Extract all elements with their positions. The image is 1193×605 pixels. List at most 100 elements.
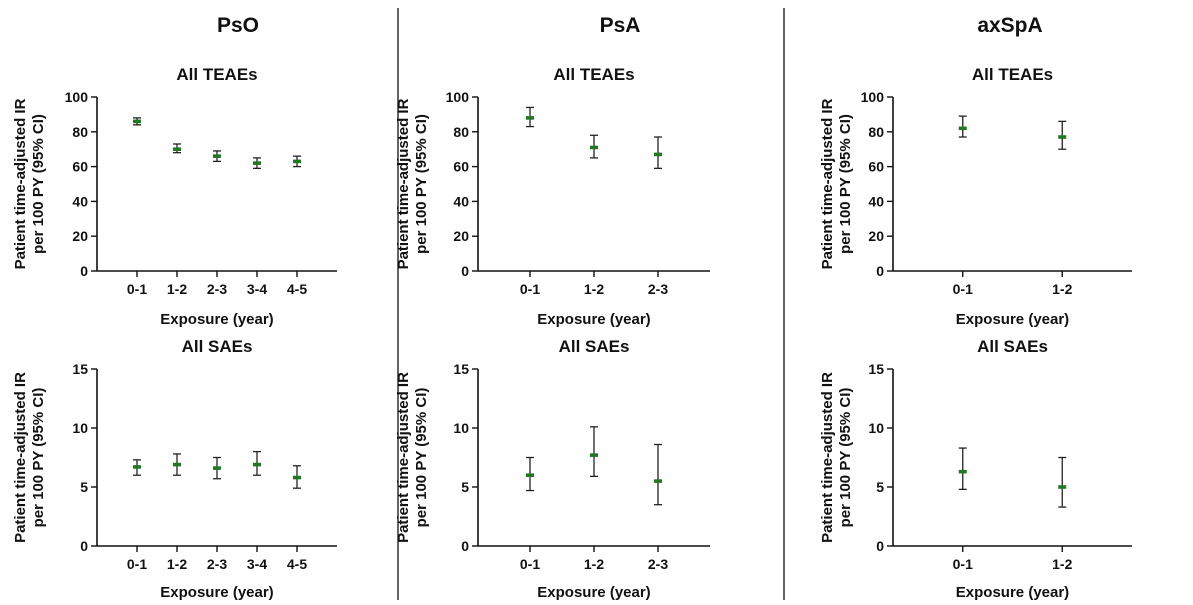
x-tick-label: 0-1: [520, 556, 540, 572]
y-tick-label: 5: [461, 479, 469, 495]
x-tick-label: 2-3: [648, 281, 668, 297]
y-tick-label: 0: [876, 263, 884, 279]
x-tick-label: 0-1: [520, 281, 540, 297]
data-point: [173, 462, 181, 467]
y-tick-label: 80: [453, 124, 469, 140]
panel-title: All TEAEs: [972, 65, 1053, 84]
chart-panel-1: PsO All TEAEs 0 20 40 60 80 100 0-1 1-2 2-3 3-4 4-5 E…: [12, 14, 337, 328]
y-axis-label-line: Patient time-adjusted IR: [395, 98, 412, 269]
y-axis-label: Patient time-adjusted IRper 100 PY (95% …: [12, 98, 47, 269]
y-axis-label-line: Patient time-adjusted IR: [819, 372, 836, 543]
y-tick-label: 0: [461, 538, 469, 554]
y-axis-label-line: per 100 PY (95% CI): [413, 388, 430, 528]
data-point: [654, 479, 662, 483]
x-tick-label: 3-4: [247, 556, 267, 572]
x-tick-label: 0-1: [953, 556, 973, 572]
column-title: PsA: [600, 14, 641, 37]
x-axis-label: Exposure (year): [160, 584, 273, 601]
x-tick-label: 1-2: [584, 556, 604, 572]
x-tick-label: 2-3: [648, 556, 668, 572]
chart-panel-3: axSpA All TEAEs 0 20 40 60 80 100 0-1 1-2 Exposure…: [819, 14, 1132, 328]
y-axis-label-line: Patient time-adjusted IR: [395, 372, 412, 543]
data-point: [133, 465, 141, 469]
y-tick-label: 60: [868, 159, 884, 175]
y-axis-label: Patient time-adjusted IRper 100 PY (95% …: [395, 98, 430, 269]
data-point: [173, 147, 181, 151]
x-tick-label: 2-3: [207, 556, 227, 572]
x-tick-label: 4-5: [287, 281, 307, 297]
column-title: axSpA: [977, 14, 1042, 37]
y-axis-label-line: per 100 PY (95% CI): [837, 114, 854, 254]
y-tick-label: 5: [80, 479, 88, 495]
y-tick-label: 20: [868, 228, 884, 244]
y-tick-label: 5: [876, 479, 884, 495]
x-tick-label: 1-2: [1052, 556, 1072, 572]
y-tick-label: 60: [72, 159, 88, 175]
y-axis-label-line: Patient time-adjusted IR: [12, 372, 29, 543]
x-axis-label: Exposure (year): [160, 311, 273, 328]
x-tick-label: 0-1: [127, 556, 147, 572]
chart-panel-4: All SAEs 0 5 10 15 0-1 1-2 2-3 3-4 4-5 Exposure (y…: [12, 337, 337, 601]
x-tick-label: 3-4: [247, 281, 267, 297]
y-tick-label: 40: [453, 193, 469, 209]
x-axis-label: Exposure (year): [956, 311, 1069, 328]
panel-title: All SAEs: [977, 337, 1048, 356]
column-title: PsO: [217, 14, 259, 37]
x-tick-label: 0-1: [953, 281, 973, 297]
data-point: [213, 466, 221, 470]
x-tick-label: 1-2: [584, 281, 604, 297]
y-tick-label: 100: [446, 89, 470, 105]
y-tick-label: 20: [453, 228, 469, 244]
data-point: [590, 145, 598, 150]
y-tick-label: 80: [72, 124, 88, 140]
y-tick-label: 0: [80, 263, 88, 279]
y-axis-label: Patient time-adjusted IRper 100 PY (95% …: [395, 372, 430, 543]
chart-panel-6: All SAEs 0 5 10 15 0-1 1-2 Exposure (year) Patie…: [819, 337, 1132, 601]
panel-title: All TEAEs: [553, 65, 634, 84]
y-tick-label: 0: [461, 263, 469, 279]
y-tick-label: 80: [868, 124, 884, 140]
data-point: [958, 126, 967, 131]
data-point: [1058, 135, 1067, 139]
x-tick-label: 4-5: [287, 556, 307, 572]
y-tick-label: 15: [72, 361, 88, 377]
x-tick-label: 2-3: [207, 281, 227, 297]
chart-panel-5: All SAEs 0 5 10 15 0-1 1-2 2-3 Exposure (year) Pa…: [395, 337, 710, 601]
y-tick-label: 10: [453, 420, 469, 436]
y-axis-label-line: per 100 PY (95% CI): [837, 388, 854, 528]
data-point: [958, 469, 967, 474]
y-axis-label-line: Patient time-adjusted IR: [819, 98, 836, 269]
data-point: [590, 453, 598, 457]
x-tick-label: 0-1: [127, 281, 147, 297]
y-tick-label: 40: [868, 193, 884, 209]
y-axis-label: Patient time-adjusted IRper 100 PY (95% …: [819, 98, 854, 269]
data-point: [253, 462, 261, 467]
y-tick-label: 100: [861, 89, 885, 105]
y-axis-label-line: per 100 PY (95% CI): [30, 114, 47, 254]
y-tick-label: 60: [453, 159, 469, 175]
data-point: [1058, 485, 1067, 489]
data-point: [293, 475, 301, 480]
y-axis-label-line: Patient time-adjusted IR: [12, 98, 29, 269]
x-tick-label: 1-2: [1052, 281, 1072, 297]
x-tick-label: 1-2: [167, 556, 187, 572]
y-tick-label: 20: [72, 228, 88, 244]
x-axis-label: Exposure (year): [537, 311, 650, 328]
y-axis-label-line: per 100 PY (95% CI): [413, 114, 430, 254]
x-tick-label: 1-2: [167, 281, 187, 297]
y-axis-label: Patient time-adjusted IRper 100 PY (95% …: [12, 372, 47, 543]
data-point: [526, 473, 534, 477]
panel-title: All SAEs: [182, 337, 253, 356]
data-point: [293, 159, 301, 164]
data-point: [654, 152, 662, 157]
panel-title: All SAEs: [559, 337, 630, 356]
y-tick-label: 0: [876, 538, 884, 554]
y-tick-label: 40: [72, 193, 88, 209]
data-point: [133, 119, 141, 124]
data-point: [213, 154, 221, 158]
y-tick-label: 100: [65, 89, 89, 105]
y-axis-label: Patient time-adjusted IRper 100 PY (95% …: [819, 372, 854, 543]
y-tick-label: 0: [80, 538, 88, 554]
